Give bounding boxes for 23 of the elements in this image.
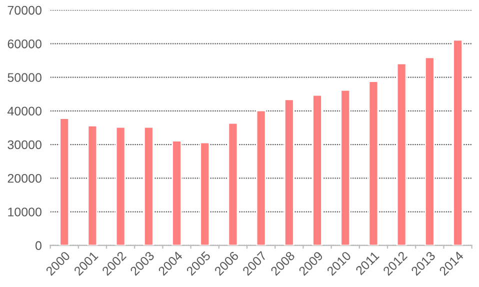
bar — [284, 98, 294, 246]
bar — [368, 80, 379, 246]
bar — [59, 118, 70, 246]
y-tick-label: 30000 — [8, 140, 42, 150]
y-tick-label: 70000 — [8, 6, 42, 15]
bar — [396, 62, 407, 246]
bar — [424, 56, 435, 246]
y-tick-label: 40000 — [7, 106, 42, 116]
y-tick-label: 10000 — [8, 208, 42, 216]
bar — [256, 110, 266, 246]
bar — [172, 140, 182, 246]
bar — [115, 126, 126, 246]
bar — [228, 122, 238, 246]
bar — [200, 142, 210, 246]
bar — [87, 125, 98, 246]
y-tick-label: 60000 — [8, 39, 42, 48]
y-tick-label: 20000 — [8, 174, 42, 183]
bar — [143, 126, 154, 246]
bar — [452, 39, 463, 246]
bar — [340, 89, 351, 246]
y-tick-label: 0 — [36, 241, 42, 250]
y-tick-label: 50000 — [8, 73, 42, 82]
bar — [312, 94, 322, 246]
